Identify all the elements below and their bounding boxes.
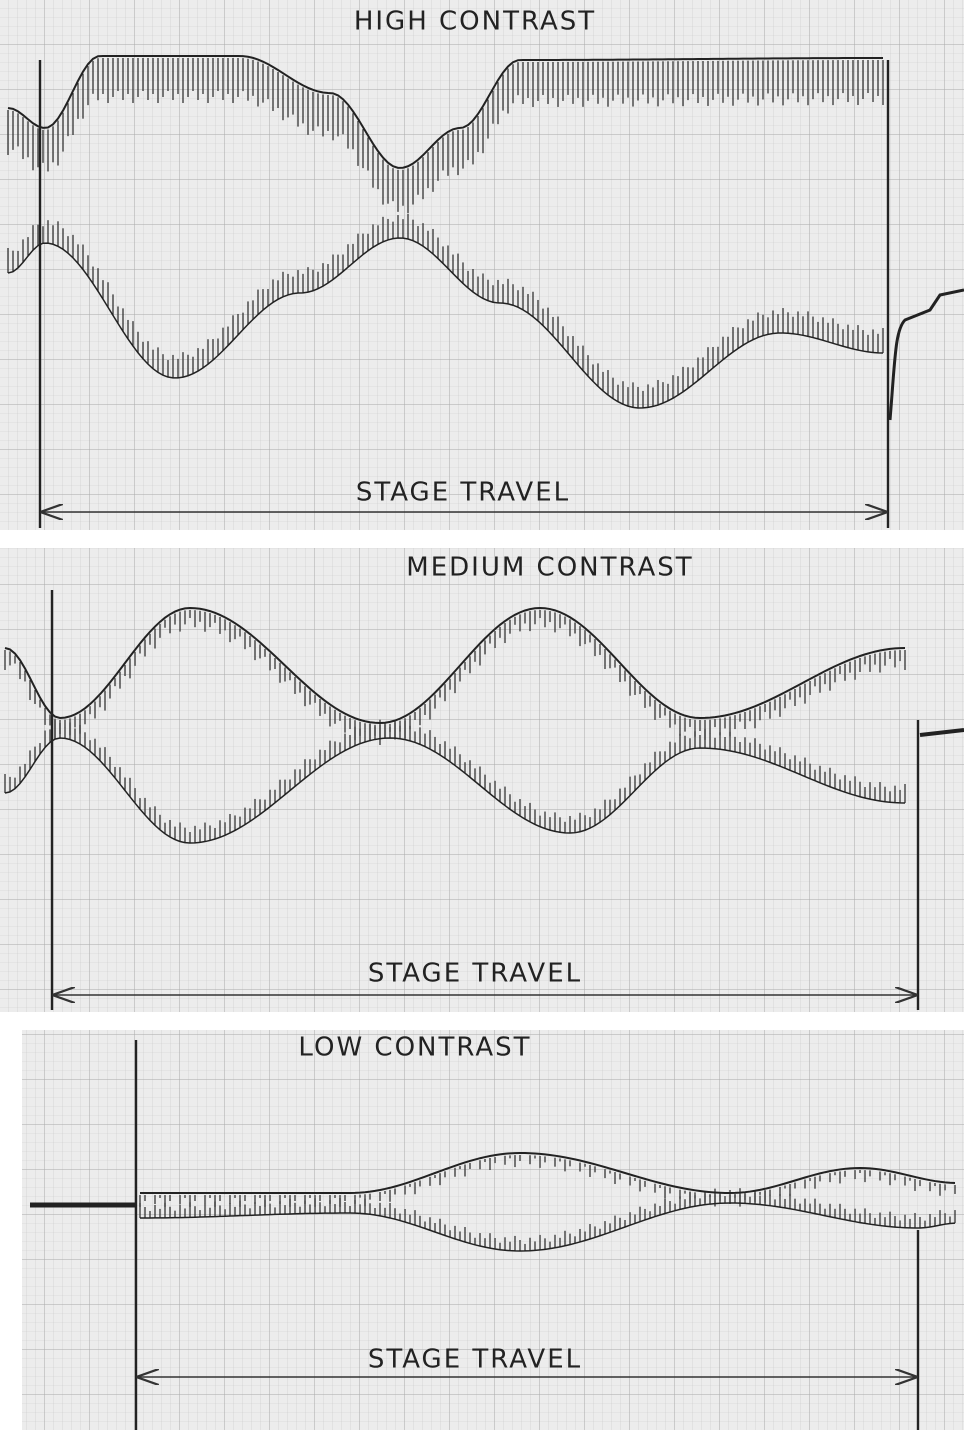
travel-label: STAGE TRAVEL	[356, 478, 570, 508]
travel-label: STAGE TRAVEL	[368, 1345, 582, 1375]
panel-title: HIGH CONTRAST	[354, 7, 596, 37]
travel-label: STAGE TRAVEL	[368, 959, 582, 989]
figure: HIGH CONTRAST STAGE TRAVEL MEDIUM CONTRA…	[0, 0, 964, 1430]
panel-title: MEDIUM CONTRAST	[406, 553, 693, 583]
panel-title: LOW CONTRAST	[298, 1033, 531, 1063]
grid	[0, 0, 964, 530]
page: HIGH CONTRAST STAGE TRAVEL MEDIUM CONTRA…	[0, 0, 964, 1430]
